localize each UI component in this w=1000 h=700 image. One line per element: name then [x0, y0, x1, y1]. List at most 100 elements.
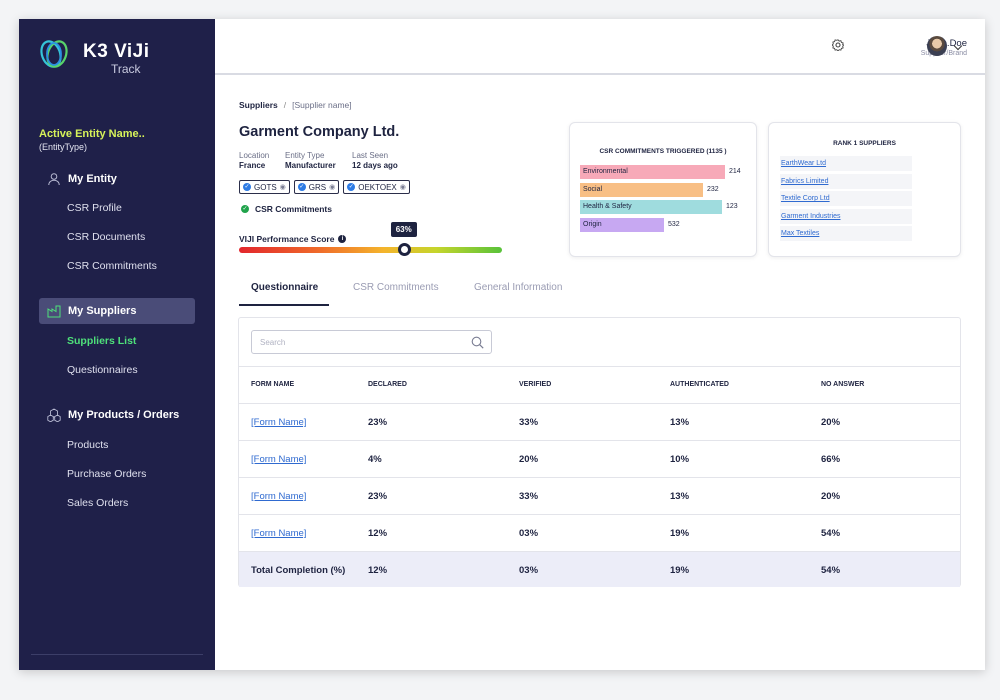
nav-my-products-orders-label: My Products / Orders [68, 409, 180, 421]
info-icon[interactable]: i [338, 235, 347, 243]
topbar: John.Doe Supplier/Brand [215, 19, 985, 75]
csr-bar-value: 232 [707, 186, 719, 193]
csr-bar: Social [580, 183, 703, 197]
nav-my-suppliers-label: My Suppliers [68, 305, 137, 317]
certification-badges: ✓ GOTS ◉ ✓ GRS ◉ ✓ OEKTOEX ◉ [239, 180, 410, 194]
no-answer-value: 54% [821, 528, 841, 539]
performance-score-label: VIJI Performance Score i [239, 234, 347, 244]
nav-csr-profile[interactable]: CSR Profile [67, 202, 122, 214]
user-icon [48, 173, 60, 186]
sidebar-divider [31, 654, 203, 655]
total-declared: 12% [368, 565, 388, 576]
brand-logo[interactable]: K3 ViJi Track [37, 37, 157, 77]
tab-general-information[interactable]: General Information [474, 282, 563, 293]
questionnaire-table: FORM NAME DECLARED VERIFIED AUTHENTICATE… [238, 317, 961, 587]
column-header: AUTHENTICATED [670, 381, 729, 388]
breadcrumb-current: [Supplier name] [292, 100, 352, 110]
form-name-link[interactable]: [Form Name] [251, 417, 307, 428]
cert-badge[interactable]: ✓ OEKTOEX ◉ [343, 180, 410, 194]
performance-score-tooltip: 63% [390, 222, 417, 237]
performance-score-marker [398, 243, 412, 256]
rank-supplier-link[interactable]: Textile Corp Ltd [780, 191, 912, 206]
form-name-link[interactable]: [Form Name] [251, 454, 307, 465]
meta-last-seen: Last Seen 12 days ago [352, 151, 398, 170]
csr-bar: Environmental [580, 165, 725, 179]
csr-commitments-label: CSR Commitments [255, 204, 332, 214]
nav-my-products-orders[interactable]: My Products / Orders [39, 402, 195, 428]
cert-badge[interactable]: ✓ GRS ◉ [293, 180, 340, 194]
settings-gear-icon[interactable] [832, 39, 844, 51]
table-header-row: FORM NAME DECLARED VERIFIED AUTHENTICATE… [239, 366, 960, 403]
declared-value: 4% [368, 454, 382, 465]
cert-badge[interactable]: ✓ GOTS ◉ [239, 180, 290, 194]
nav-suppliers-list[interactable]: Suppliers List [67, 335, 137, 347]
meta-value: 12 days ago [352, 161, 398, 170]
breadcrumb: Suppliers / [Supplier name] [239, 100, 352, 110]
avatar[interactable] [927, 36, 947, 56]
nav-sales-orders[interactable]: Sales Orders [67, 497, 129, 509]
table-row: [Form Name] 23% 33% 13% 20% [239, 403, 960, 440]
authenticated-value: 19% [670, 528, 690, 539]
verified-value: 33% [519, 417, 539, 428]
csr-bar-value: 123 [726, 203, 738, 210]
eye-icon[interactable]: ◉ [279, 184, 286, 191]
tab-csr-commitments[interactable]: CSR Commitments [353, 282, 439, 293]
tab-questionnaire[interactable]: Questionnaire [251, 282, 319, 293]
form-name-link[interactable]: [Form Name] [251, 528, 307, 539]
total-verified: 03% [519, 565, 539, 576]
authenticated-value: 10% [670, 454, 690, 465]
nav-csr-documents[interactable]: CSR Documents [67, 231, 146, 243]
rank-supplier-link[interactable]: Garment Industries [780, 209, 912, 224]
nav-my-suppliers[interactable]: My Suppliers [39, 298, 195, 324]
no-answer-value: 66% [821, 454, 841, 465]
rank-supplier-link[interactable]: Fabrics Limited [780, 174, 912, 189]
rank-supplier-link[interactable]: EarthWear Ltd [780, 156, 912, 171]
cert-label: GOTS [254, 182, 277, 192]
search-input[interactable] [260, 331, 460, 353]
no-answer-value: 20% [821, 417, 841, 428]
meta-value: Manufacturer [285, 161, 336, 170]
factory-icon [47, 305, 61, 318]
rank-card-title: RANK 1 SUPPLIERS [833, 140, 896, 147]
eye-icon[interactable]: ◉ [399, 184, 406, 191]
meta-value: France [239, 161, 266, 170]
meta-label: Entity Type [285, 151, 325, 160]
active-entity-name[interactable]: Active Entity Name.. [39, 128, 145, 140]
authenticated-value: 13% [670, 491, 690, 502]
csr-bar-value: 214 [729, 168, 741, 175]
eye-icon[interactable]: ◉ [329, 184, 336, 191]
search-icon[interactable] [471, 336, 484, 349]
viji-logo-icon [40, 40, 68, 68]
total-authenticated: 19% [670, 565, 690, 576]
cert-label: GRS [308, 182, 327, 192]
check-circle-icon: ✓ [241, 205, 249, 213]
csr-card-title: CSR COMMITMENTS TRIGGERED (1135 ) [599, 148, 727, 155]
csr-bar: Health & Safety [580, 200, 722, 214]
verified-check-icon: ✓ [347, 183, 356, 191]
brand-name: K3 ViJi [83, 41, 150, 62]
nav-questionnaires[interactable]: Questionnaires [67, 364, 138, 376]
breadcrumb-separator: / [283, 100, 287, 110]
nav-purchase-orders[interactable]: Purchase Orders [67, 468, 147, 480]
table-row: [Form Name] 4% 20% 10% 66% [239, 440, 960, 477]
csr-commitments-status: ✓ CSR Commitments [241, 204, 332, 214]
user-name: John.Doe [867, 38, 967, 49]
column-header: VERIFIED [519, 381, 552, 388]
form-name-link[interactable]: [Form Name] [251, 491, 307, 502]
nav-my-entity[interactable]: My Entity [39, 166, 195, 192]
nav-products[interactable]: Products [67, 439, 109, 451]
rank-supplier-link[interactable]: Max Textiles [780, 226, 912, 241]
search-box[interactable] [251, 330, 492, 354]
verified-check-icon: ✓ [297, 183, 306, 191]
column-header: FORM NAME [251, 381, 295, 388]
breadcrumb-suppliers[interactable]: Suppliers [239, 100, 278, 110]
declared-value: 23% [368, 417, 388, 428]
active-tab-indicator [239, 304, 329, 306]
cert-label: OEKTOEX [358, 182, 397, 192]
verified-value: 33% [519, 491, 539, 502]
meta-entity-type: Entity Type Manufacturer [285, 151, 336, 170]
meta-location: Location France [239, 151, 269, 170]
verified-value: 03% [519, 528, 539, 539]
nav-csr-commitments[interactable]: CSR Commitments [67, 260, 157, 272]
verified-value: 20% [519, 454, 539, 465]
